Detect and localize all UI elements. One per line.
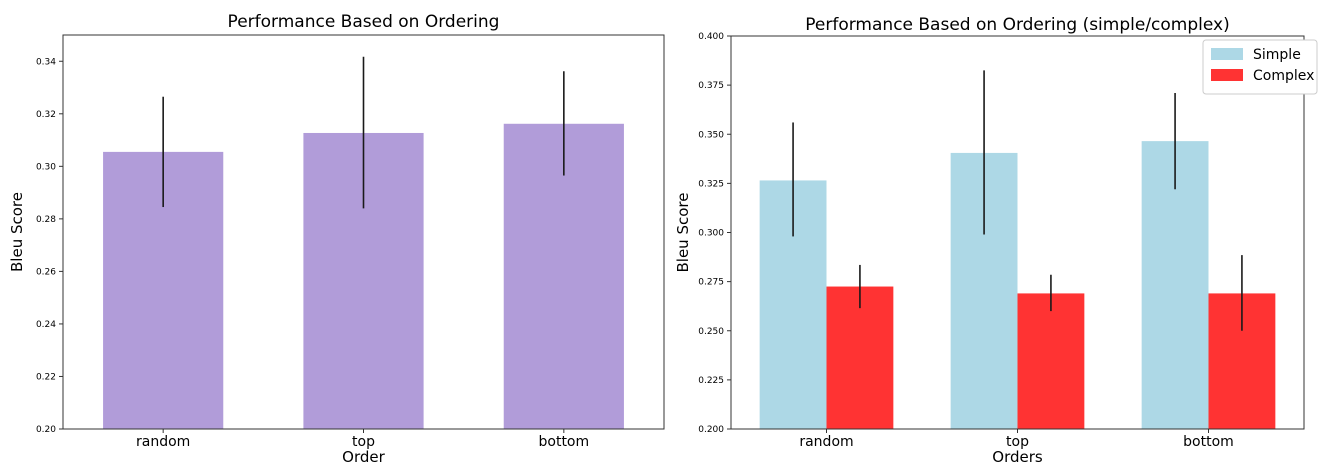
y-tick-label: 0.30	[36, 162, 56, 172]
x-tick-label: top	[352, 434, 375, 450]
chart-2: Performance Based on Ordering (simple/co…	[674, 15, 1318, 464]
legend-label-complex: Complex	[1253, 68, 1314, 84]
y-tick-label: 0.34	[36, 57, 56, 67]
y-tick-label: 0.28	[36, 215, 56, 225]
legend: Simple Complex	[1202, 39, 1318, 95]
y-tick-label: 0.32	[36, 110, 56, 120]
x-tick-label: random	[799, 434, 853, 450]
bar-complex-top	[1017, 293, 1085, 429]
x-tick-label: bottom	[539, 434, 590, 450]
chart-1: Performance Based on Ordering 0.20 0.22 0.2…	[8, 12, 665, 464]
y-tick-label: 0.300	[698, 229, 724, 239]
x-tick-label: random	[136, 434, 190, 450]
chart-title: Performance Based on Ordering (simple/co…	[805, 15, 1229, 35]
y-tick-label: 0.22	[36, 372, 56, 382]
legend-label-simple: Simple	[1253, 47, 1301, 63]
y-tick-label: 0.225	[698, 376, 724, 386]
chart-title: Performance Based on Ordering	[228, 12, 500, 32]
y-tick-label: 0.350	[698, 130, 724, 140]
x-tick-label: bottom	[1183, 434, 1234, 450]
legend-swatch-simple	[1211, 48, 1243, 60]
y-tick-label: 0.20	[36, 425, 56, 435]
y-tick-label: 0.275	[698, 278, 724, 288]
y-tick-label: 0.325	[698, 179, 724, 189]
y-axis-label: Bleu Score	[8, 192, 26, 272]
legend-swatch-complex	[1211, 69, 1243, 81]
x-axis-label: Orders	[992, 448, 1043, 464]
y-tick-label: 0.400	[698, 32, 724, 42]
x-axis-label: Order	[342, 448, 385, 464]
y-tick-label: 0.24	[36, 320, 56, 330]
y-axis-label: Bleu Score	[674, 193, 692, 273]
y-tick-label: 0.250	[698, 327, 724, 337]
bar-complex-random	[826, 286, 894, 429]
y-tick-label: 0.200	[698, 425, 724, 435]
x-tick-label: top	[1006, 434, 1029, 450]
y-tick-label: 0.375	[698, 81, 724, 91]
y-tick-label: 0.26	[36, 267, 56, 277]
